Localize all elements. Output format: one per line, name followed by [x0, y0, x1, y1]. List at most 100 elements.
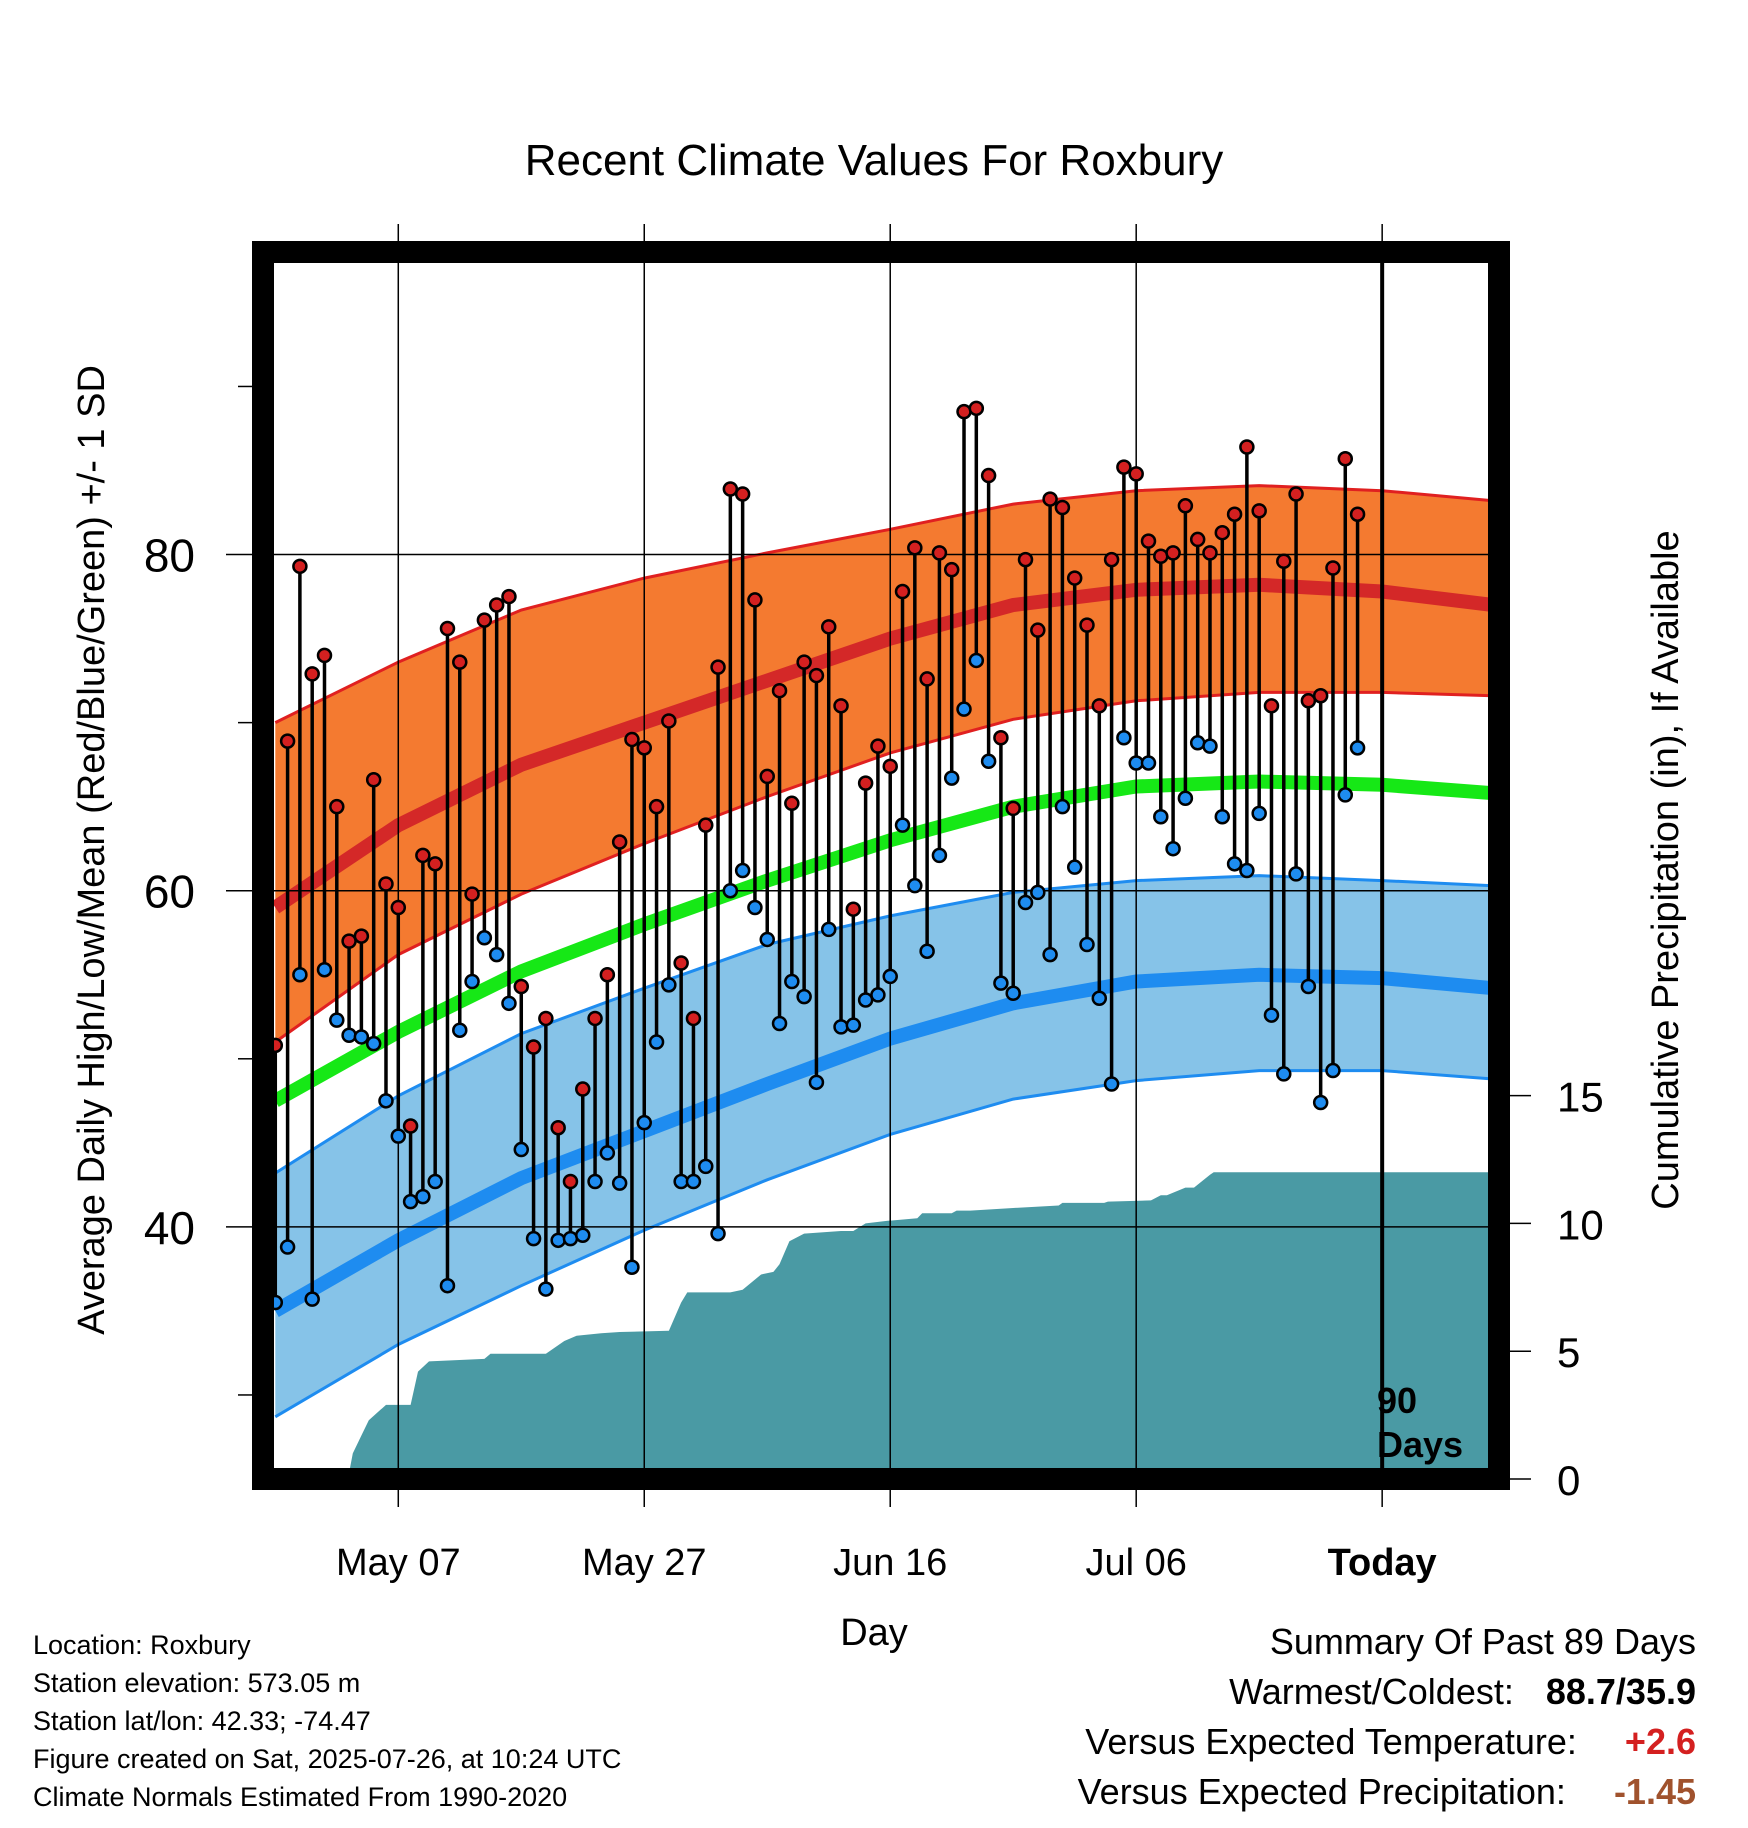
today-days-label-number: 90 [1377, 1380, 1417, 1421]
daily-high-point [1005, 800, 1021, 817]
daily-high-point [1030, 622, 1046, 638]
daily-high-point [476, 612, 493, 628]
daily-high-point [1325, 560, 1341, 576]
daily-high-point [1189, 531, 1206, 548]
x-tick-label: Jun 16 [833, 1542, 947, 1584]
daily-low-point [329, 1012, 345, 1028]
y-tick-label: 40 [144, 1202, 195, 1254]
gridlines [263, 252, 1499, 1479]
daily-low-point [1189, 735, 1206, 751]
daily-high-point [365, 772, 382, 788]
daily-high-point [1140, 533, 1157, 549]
daily-high-point [808, 667, 825, 684]
daily-low-point [464, 973, 480, 990]
warm-cold-value: 88.7/35.9 [1545, 1671, 1696, 1712]
daily-high-point [292, 558, 308, 575]
daily-high-point [747, 592, 763, 608]
daily-low-point [882, 968, 898, 985]
daily-low-point [1202, 738, 1218, 754]
daily-high-point [611, 834, 628, 850]
daily-high-point [1066, 570, 1083, 586]
daily-low-point [1116, 730, 1132, 746]
daily-high-point [304, 666, 320, 682]
daily-low-point [1337, 787, 1354, 803]
daily-low-point [292, 967, 308, 983]
daily-low-point [611, 1175, 628, 1191]
daily-high-point [1128, 466, 1144, 482]
daily-high-point [1214, 524, 1231, 541]
daily-high-point [919, 671, 935, 687]
daily-low-point [956, 701, 972, 717]
daily-high-point [452, 654, 468, 670]
daily-low-point [279, 1239, 296, 1255]
daily-high-point [1239, 439, 1255, 455]
x-tick-label: May 07 [336, 1542, 461, 1584]
daily-high-point [587, 1010, 603, 1027]
daily-high-point [993, 730, 1009, 746]
daily-high-point [673, 955, 689, 971]
daily-low-point [697, 1158, 714, 1175]
daily-high-point [857, 775, 874, 791]
daily-high-point [685, 1010, 702, 1027]
daily-high-point [845, 901, 862, 917]
daily-low-point [784, 973, 800, 990]
precip-label: Versus Expected Precipitation: [1077, 1771, 1566, 1812]
daily-high-point [550, 1119, 566, 1136]
daily-low-point [316, 961, 333, 978]
daily-high-point [771, 682, 788, 699]
daily-high-point [513, 978, 530, 995]
plot-frame [252, 241, 1510, 1490]
daily-high-point [1054, 499, 1071, 516]
daily-low-point [402, 1193, 419, 1210]
daily-low-point [624, 1259, 640, 1275]
daily-high-point [427, 856, 443, 872]
daily-low-point [759, 931, 775, 948]
daily-low-point [808, 1074, 825, 1091]
x-tick-label: Today [1328, 1542, 1437, 1584]
daily-high-point [710, 659, 726, 675]
daily-low-point [747, 899, 763, 916]
daily-low-point [476, 930, 493, 946]
x-axis-label: Day [840, 1612, 908, 1654]
daily-high-point [501, 588, 517, 605]
daily-low-point [1251, 805, 1267, 822]
daily-high-point [943, 561, 960, 578]
daily-high-point [1079, 617, 1095, 633]
daily-low-point [907, 877, 923, 894]
daily-low-point [365, 1035, 382, 1052]
daily-high-point [353, 928, 370, 944]
daily-high-point [1312, 687, 1329, 704]
daily-low-point [427, 1173, 443, 1190]
daily-low-point [1276, 1066, 1292, 1082]
daily-low-point [993, 975, 1009, 991]
precip-row: Versus Expected Precipitation: -1.45 [1078, 1767, 1696, 1817]
daily-high-point [870, 738, 886, 754]
daily-high-point [378, 876, 394, 892]
daily-high-point [722, 481, 739, 497]
daily-high-point [1337, 450, 1354, 467]
warm-cold-row: Warmest/Coldest: 88.7/35.9 [1078, 1667, 1696, 1717]
daily-low-point [1226, 856, 1243, 872]
daily-high-point [661, 713, 677, 729]
daily-low-point [415, 1188, 431, 1205]
daily-low-point [931, 847, 948, 864]
daily-low-point [525, 1230, 542, 1247]
daily-high-point [1042, 491, 1058, 507]
daily-high-point [648, 798, 665, 815]
y2-axis-label: Cumulative Precipitation (in), If Availa… [1645, 530, 1687, 1209]
daily-high-point [1177, 498, 1194, 514]
daily-low-point [722, 882, 739, 899]
daily-low-point [771, 1015, 788, 1032]
daily-high-point [1202, 545, 1218, 561]
temp-row: Versus Expected Temperature: +2.6 [1078, 1717, 1696, 1767]
daily-low-point [919, 943, 935, 959]
daily-low-point [1349, 740, 1366, 756]
daily-low-point [796, 988, 812, 1005]
daily-high-point [1091, 698, 1108, 714]
daily-high-point [980, 467, 997, 484]
high-sd-band [275, 485, 1493, 1043]
daily-low-point [1030, 884, 1046, 901]
daily-low-point [734, 862, 751, 879]
daily-low-point [538, 1281, 554, 1297]
daily-low-point [636, 1114, 653, 1131]
